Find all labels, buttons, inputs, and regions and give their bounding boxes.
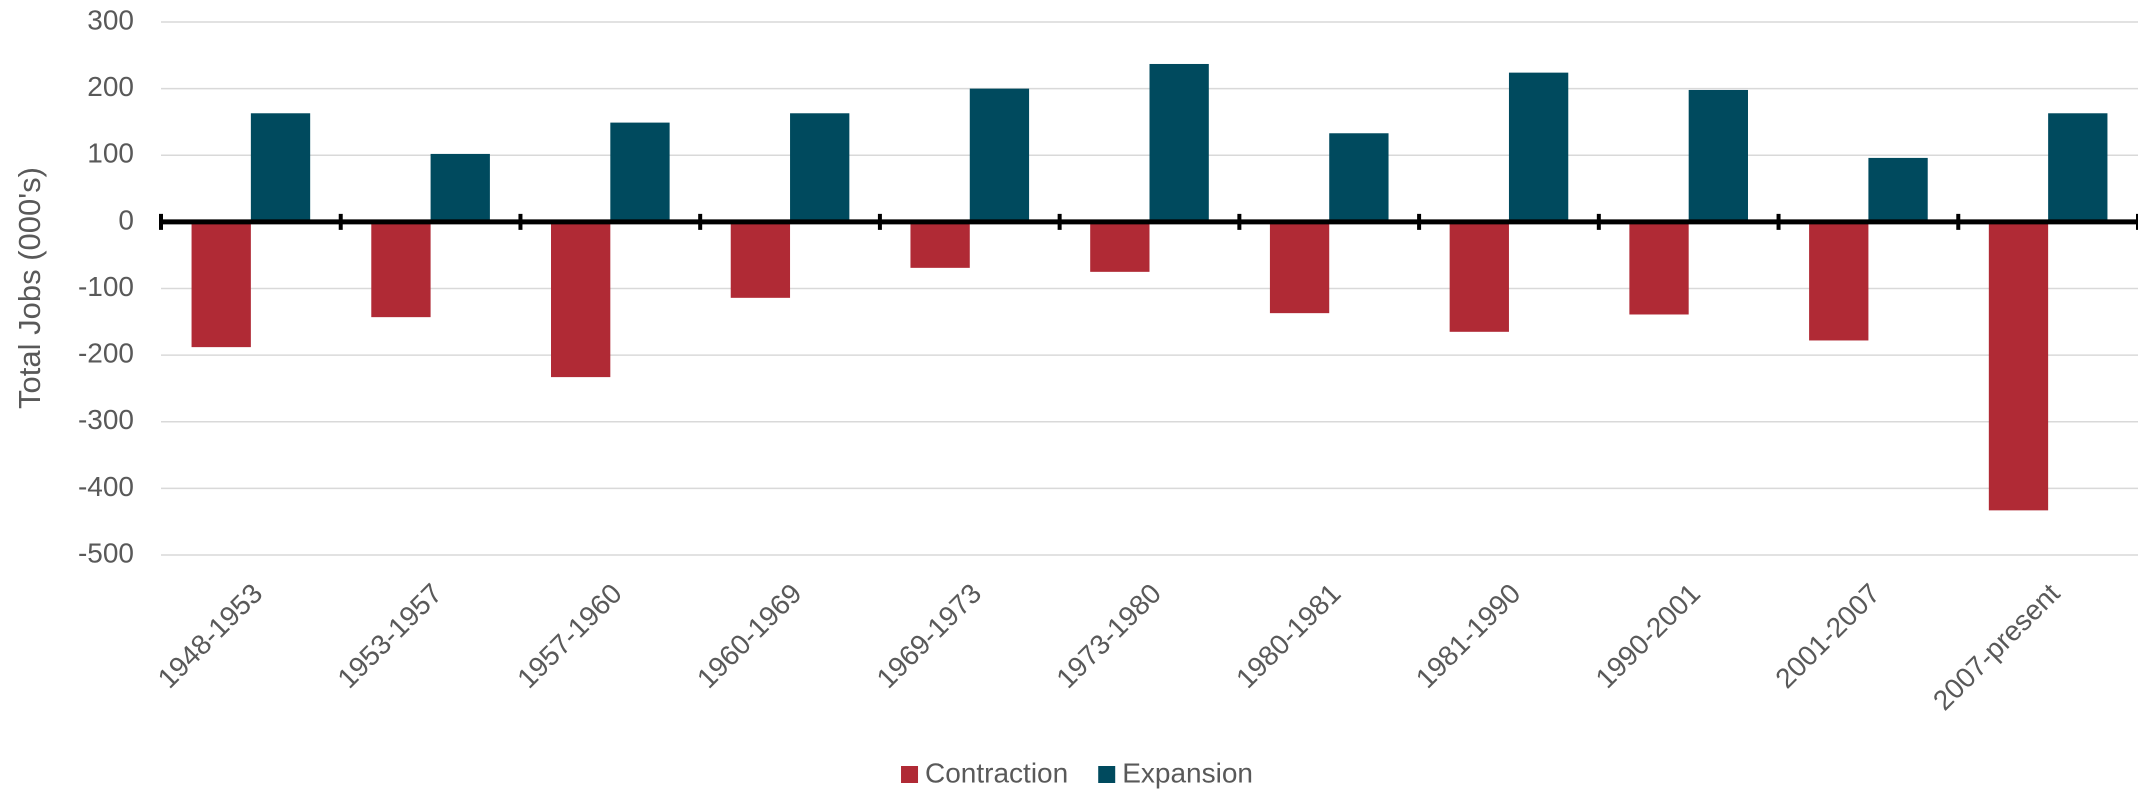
bar <box>551 221 611 378</box>
bar <box>1688 89 1748 222</box>
bar <box>610 122 670 222</box>
bar <box>1149 63 1209 222</box>
x-tick-label: 1960-1969 <box>691 578 808 695</box>
bar <box>191 221 251 348</box>
y-tick-label: -100 <box>78 271 134 302</box>
bar <box>910 221 970 268</box>
bar <box>1269 221 1330 314</box>
bar <box>790 113 850 222</box>
y-tick-label: -500 <box>78 537 134 568</box>
x-tick-label: 1957-1960 <box>511 578 628 695</box>
y-tick-label: 0 <box>118 204 134 235</box>
x-tick-label: 1948-1953 <box>152 578 269 695</box>
bar <box>1329 133 1389 222</box>
y-tick-label: -400 <box>78 471 134 502</box>
x-tick-label: 1969-1973 <box>871 578 988 695</box>
x-tick-label: 1973-1980 <box>1050 578 1167 695</box>
legend-swatch <box>1098 766 1116 783</box>
legend-swatch <box>901 766 919 783</box>
bar <box>1090 221 1150 272</box>
bar <box>1809 221 1869 341</box>
x-tick-label: 1980-1981 <box>1230 578 1347 695</box>
y-tick-label: -200 <box>78 338 134 369</box>
bar <box>1508 72 1569 222</box>
x-tick-label: 1981-1990 <box>1410 578 1527 695</box>
bar <box>1629 221 1689 315</box>
x-tick-label: 1990-2001 <box>1590 578 1707 695</box>
y-tick-label: 100 <box>87 138 134 169</box>
x-tick-label: 2007-present <box>1927 577 2066 716</box>
bar <box>430 153 490 222</box>
bar <box>371 221 431 318</box>
bar <box>1449 221 1509 332</box>
y-tick-label: 300 <box>87 4 134 35</box>
bar <box>1868 157 1928 222</box>
y-tick-label: -300 <box>78 404 134 435</box>
legend-label: Contraction <box>925 757 1068 788</box>
bar <box>969 88 1030 222</box>
x-tick-label: 2001-2007 <box>1769 578 1886 695</box>
y-axis-title: Total Jobs (000's) <box>12 167 47 409</box>
legend-label: Expansion <box>1122 757 1253 788</box>
x-tick-label: 1953-1957 <box>331 578 448 695</box>
bar <box>250 113 311 222</box>
y-tick-label: 200 <box>87 71 134 102</box>
bar <box>1988 221 2049 511</box>
bar <box>730 221 791 298</box>
bar <box>2048 113 2108 222</box>
